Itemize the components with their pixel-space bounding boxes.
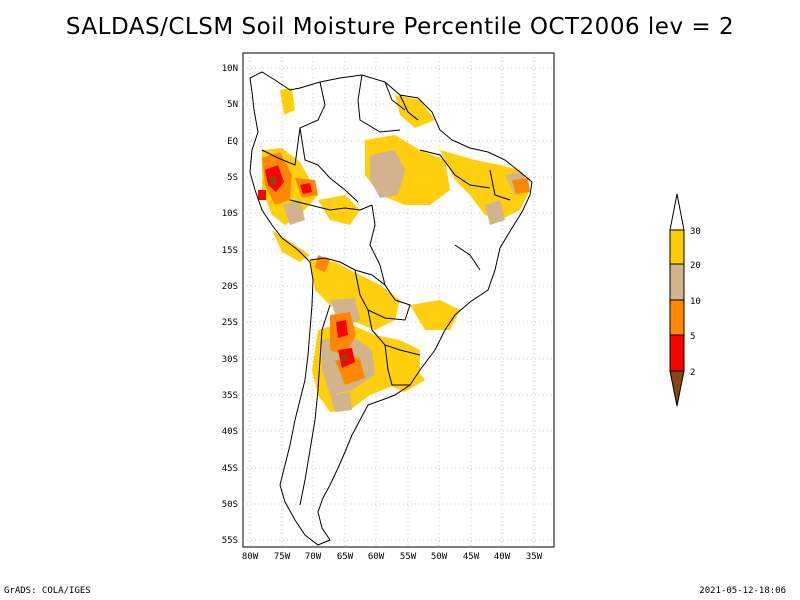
lon-tick: 75W — [274, 552, 291, 562]
lat-tick: 50S — [222, 500, 238, 510]
lon-tick: 50W — [431, 552, 448, 562]
percentile-shading — [258, 88, 530, 412]
map-title: SALDAS/CLSM Soil Moisture Percentile OCT… — [65, 14, 735, 40]
lat-tick: 20S — [222, 282, 238, 292]
legend-bin-10-20 — [669, 263, 685, 301]
lat-tick: 40S — [222, 427, 238, 437]
lon-tick: 35W — [526, 552, 543, 562]
legend-tick: 20 — [690, 261, 701, 271]
lat-axis: 10N 5N EQ 5S 10S 15S 20S 25S 30S 35S 40S… — [222, 64, 238, 546]
lat-tick: 5S — [227, 173, 238, 183]
lat-tick: 35S — [222, 391, 238, 401]
legend-bin-gt30 — [669, 193, 685, 231]
color-legend: 30 20 10 5 2 — [669, 193, 701, 407]
legend-tick: 5 — [690, 332, 695, 342]
legend-tick: 2 — [690, 368, 695, 378]
shading-lt2 — [270, 176, 348, 361]
lon-tick: 40W — [494, 552, 511, 562]
lat-tick: 45S — [222, 464, 238, 474]
lat-tick: 5N — [227, 100, 238, 110]
legend-bin-lt2 — [669, 370, 685, 407]
lat-tick: 25S — [222, 318, 238, 328]
lat-tick: 30S — [222, 355, 238, 365]
coastline-borders — [249, 71, 533, 546]
lat-tick: EQ — [227, 137, 238, 147]
lon-tick: 55W — [400, 552, 417, 562]
lon-tick: 80W — [242, 552, 259, 562]
lon-tick: 65W — [337, 552, 354, 562]
legend-bin-5-10 — [669, 299, 685, 336]
lat-tick: 15S — [222, 246, 238, 256]
legend-bin-2-5 — [669, 334, 685, 372]
lon-tick: 45W — [463, 552, 480, 562]
footer-credit: GrADS: COLA/IGES — [4, 586, 91, 596]
lon-tick: 60W — [368, 552, 385, 562]
legend-tick: 30 — [690, 227, 701, 237]
lon-axis: 80W 75W 70W 65W 60W 55W 50W 45W 40W 35W — [242, 552, 543, 562]
footer-timestamp: 2021-05-12-18:06 — [699, 586, 786, 596]
legend-bin-20-30 — [669, 229, 685, 265]
lat-tick: 55S — [222, 536, 238, 546]
lat-tick: 10N — [222, 64, 238, 74]
lat-tick: 10S — [222, 209, 238, 219]
legend-tick: 10 — [690, 297, 701, 307]
lon-tick: 70W — [305, 552, 322, 562]
